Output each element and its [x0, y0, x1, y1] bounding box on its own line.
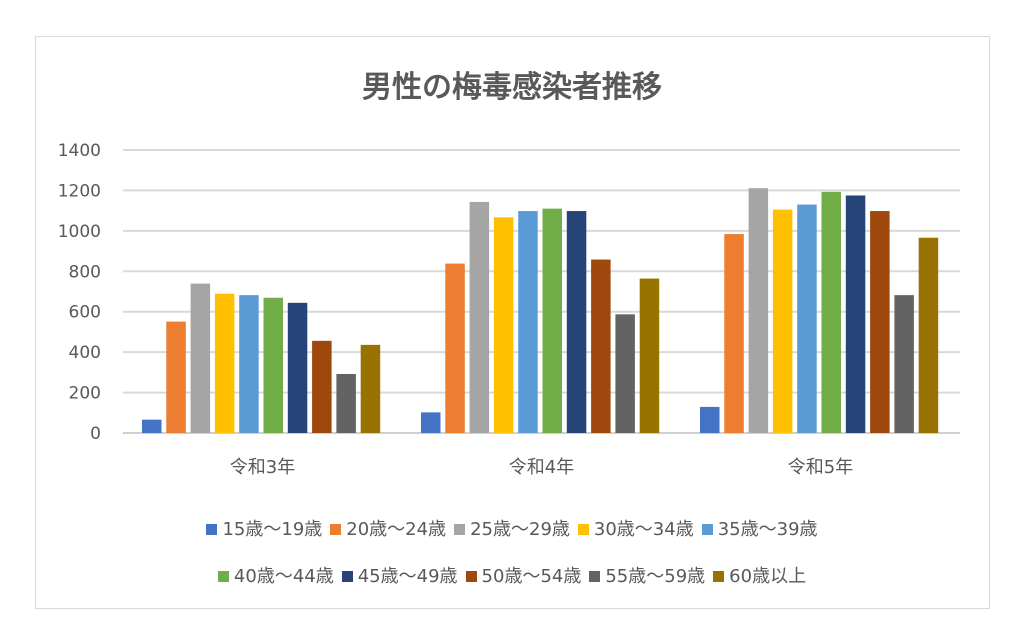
bar-35歳～39歳-令和5年	[797, 204, 817, 433]
legend-item: 15歳～19歳	[206, 515, 322, 541]
chart-title: 男性の梅毒感染者推移	[362, 70, 662, 105]
legend-item: 25歳～29歳	[454, 515, 570, 541]
bar-35歳～39歳-令和4年	[518, 211, 538, 433]
y-tick-label: 1400	[58, 141, 101, 161]
legend-label: 45歳～49歳	[357, 566, 458, 587]
bar-25歳～29歳-令和3年	[190, 283, 211, 433]
y-tick-label: 200	[69, 384, 101, 404]
bar-40歳～44歳-令和3年	[263, 297, 283, 433]
legend-item: 40歳～44歳	[217, 562, 334, 588]
legend-row-1: 15歳～19歳 20歳～24歳 25歳～29歳 30歳～34歳 35歳～39歳	[0, 515, 1024, 541]
legend-item: 45歳～49歳	[341, 562, 458, 588]
bar-15歳～19歳-令和4年	[421, 412, 441, 433]
bar-20歳～24歳-令和5年	[724, 234, 744, 433]
legend-label: 60歳以上	[729, 566, 807, 587]
y-tick-label: 400	[69, 343, 101, 363]
legend-label: 55歳～59歳	[605, 566, 706, 587]
bar-15歳～19歳-令和5年	[700, 406, 720, 433]
bar-40歳～44歳-令和5年	[821, 191, 841, 433]
legend-item: 50歳～54歳	[465, 562, 582, 588]
bar-15歳～19歳-令和3年	[142, 419, 162, 433]
legend-item: 60歳以上	[713, 562, 806, 588]
legend-row-2: 40歳～44歳 45歳～49歳 50歳～54歳 55歳～59歳 60歳以上	[0, 562, 1024, 588]
legend-label: 20歳～24歳	[346, 519, 447, 540]
legend-item: 20歳～24歳	[330, 515, 446, 541]
legend-swatch	[341, 571, 353, 582]
bar-20歳～24歳-令和3年	[166, 321, 186, 433]
bar-55歳～59歳-令和3年	[336, 373, 356, 433]
legend-swatch	[217, 571, 229, 582]
bar-45歳～49歳-令和5年	[845, 195, 866, 433]
bar-30歳～34歳-令和3年	[214, 293, 235, 433]
bar-25歳～29歳-令和4年	[469, 201, 490, 433]
legend-label: 15歳～19歳	[222, 519, 323, 540]
legend-label: 25歳～29歳	[470, 519, 570, 540]
y-tick-label: 1000	[58, 222, 101, 242]
legend-swatch	[330, 524, 342, 535]
bar-50歳～54歳-令和3年	[312, 340, 332, 433]
y-tick-label: 0	[90, 424, 101, 444]
legend-label: 50歳～54歳	[481, 566, 582, 587]
bar-55歳～59歳-令和4年	[615, 314, 635, 433]
legend-label: 35歳～39歳	[717, 519, 818, 540]
bar-60歳以上-令和3年	[360, 344, 381, 433]
bar-40歳～44歳-令和4年	[542, 208, 562, 433]
bar-35歳～39歳-令和3年	[239, 295, 259, 433]
bar-25歳～29歳-令和5年	[748, 188, 769, 433]
y-tick-label: 1200	[58, 181, 101, 201]
bar-50歳～54歳-令和5年	[870, 211, 890, 433]
bar-30歳～34歳-令和5年	[772, 209, 793, 433]
x-tick-label: 令和3年	[230, 457, 295, 478]
bar-50歳～54歳-令和4年	[591, 259, 611, 433]
legend-swatch	[465, 571, 477, 582]
bar-45歳～49歳-令和4年	[566, 211, 587, 433]
legend-item: 30歳～34歳	[577, 515, 694, 541]
bar-60歳以上-令和5年	[918, 237, 939, 433]
legend-item: 35歳～39歳	[701, 515, 818, 541]
x-tick-label: 令和4年	[509, 457, 574, 478]
y-tick-label: 600	[69, 303, 101, 323]
legend-label: 30歳～34歳	[593, 519, 694, 540]
x-tick-label: 令和5年	[788, 457, 853, 478]
bar-55歳～59歳-令和5年	[894, 295, 914, 433]
legend-label: 40歳～44歳	[233, 566, 334, 587]
bar-45歳～49歳-令和3年	[287, 302, 308, 433]
legend-item: 55歳～59歳	[589, 562, 705, 588]
bar-20歳～24歳-令和4年	[445, 263, 465, 433]
legend-swatch	[454, 524, 466, 535]
legend-swatch	[577, 524, 589, 535]
legend-swatch	[206, 524, 218, 535]
bar-30歳～34歳-令和4年	[493, 217, 514, 433]
y-tick-label: 800	[69, 262, 101, 282]
legend-swatch	[589, 571, 601, 582]
bar-60歳以上-令和4年	[639, 278, 660, 433]
legend-swatch	[713, 571, 725, 582]
legend-swatch	[701, 524, 713, 535]
